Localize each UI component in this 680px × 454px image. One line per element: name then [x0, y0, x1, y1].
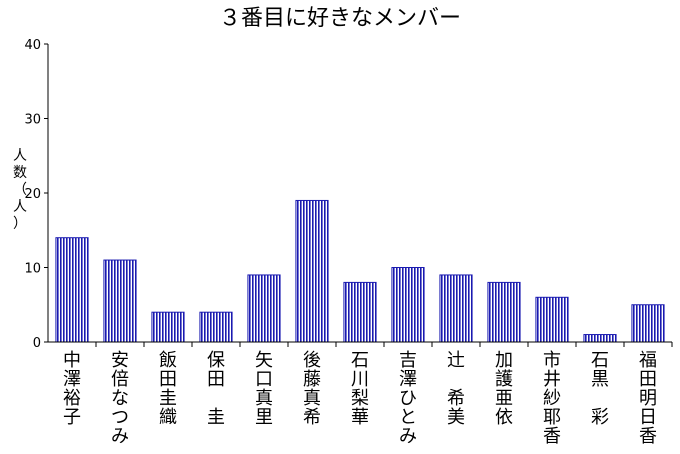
category-label: 福田明日香 — [639, 350, 657, 447]
category-label: 保田 圭 — [207, 350, 225, 428]
category-label: 安倍なつみ — [111, 350, 129, 447]
y-tick-label: 20 — [24, 187, 41, 202]
category-label: 辻 希美 — [447, 350, 465, 428]
category-label: 飯田圭織 — [159, 350, 177, 428]
y-tick-label: 40 — [24, 38, 41, 53]
y-tick-label: 10 — [24, 262, 41, 277]
bar — [103, 259, 137, 343]
category-label: 中澤裕子 — [63, 350, 81, 428]
bar — [151, 311, 185, 343]
bars — [55, 199, 673, 347]
bar — [295, 199, 329, 343]
y-tick-label: 0 — [33, 336, 41, 351]
bar — [247, 274, 281, 343]
bar — [343, 281, 377, 343]
y-axis-label: 人数（人） — [13, 148, 27, 232]
category-label: 石黒 彩 — [591, 350, 609, 428]
bar — [199, 311, 233, 343]
category-label: 後藤真希 — [303, 350, 321, 428]
chart-title: ３番目に好きなメンバー — [219, 6, 461, 31]
category-label: 石川梨華 — [351, 350, 369, 428]
bar — [583, 334, 617, 343]
bar — [631, 304, 665, 343]
category-label: 吉澤ひとみ — [399, 350, 417, 447]
category-labels: 中澤裕子 安倍なつみ 飯田圭織 保田 圭 矢口真里 後藤真希 石川梨華 吉澤ひとみ 辻 希美 加護… — [63, 350, 657, 447]
bar — [535, 296, 569, 343]
category-label: 市井紗耶香 — [543, 350, 561, 447]
bar — [55, 237, 89, 343]
y-axis-ticks: 0 10 20 30 40 — [24, 38, 48, 351]
bar — [487, 281, 521, 343]
bar — [391, 267, 425, 343]
y-tick-label: 30 — [24, 113, 41, 128]
category-label: 加護亜依 — [495, 350, 513, 428]
bar — [439, 274, 473, 343]
category-label: 矢口真里 — [255, 350, 273, 428]
